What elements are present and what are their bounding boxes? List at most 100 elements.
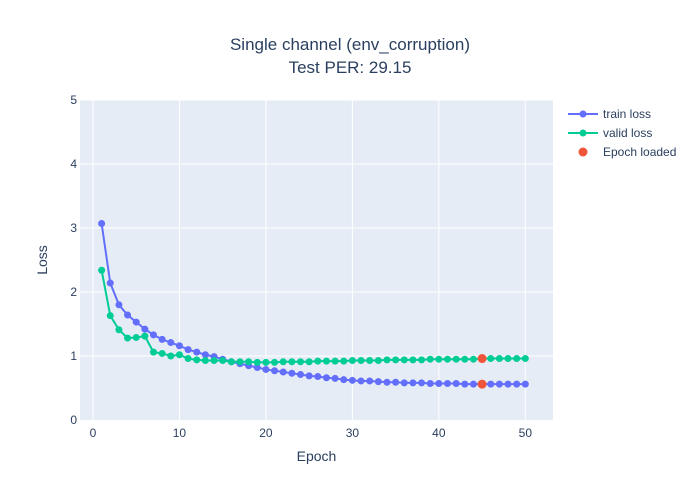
- data-point-train-loss: [495, 380, 503, 388]
- data-point-train-loss: [193, 348, 201, 356]
- data-point-valid-loss: [279, 358, 287, 366]
- data-point-valid-loss: [392, 356, 400, 364]
- data-point-valid-loss: [236, 358, 244, 366]
- data-point-valid-loss: [322, 357, 330, 365]
- data-point-train-loss: [297, 371, 305, 379]
- data-point-train-loss: [461, 380, 469, 388]
- data-point-train-loss: [279, 368, 287, 376]
- data-point-valid-loss: [331, 357, 339, 365]
- data-point-train-loss: [444, 380, 452, 388]
- data-point-valid-loss: [193, 356, 201, 364]
- series-epoch-loaded: [477, 354, 487, 389]
- data-point-train-loss: [374, 378, 382, 386]
- x-axis-label: Epoch: [297, 448, 337, 464]
- data-point-valid-loss: [227, 358, 235, 366]
- x-tick-label: 50: [519, 426, 533, 440]
- data-point-train-loss: [435, 380, 443, 388]
- data-point-train-loss: [400, 379, 408, 387]
- data-point-valid-loss: [219, 356, 227, 364]
- data-point-valid-loss: [158, 349, 166, 357]
- data-point-train-loss: [106, 279, 114, 287]
- x-tick-label: 10: [173, 426, 187, 440]
- legend-item-epoch-loaded[interactable]: Epoch loaded: [578, 145, 677, 159]
- legend-swatch-marker: [578, 147, 588, 157]
- data-point-train-loss: [348, 376, 356, 384]
- data-point-valid-loss: [253, 358, 261, 366]
- x-tick-label: 20: [259, 426, 273, 440]
- data-point-valid-loss: [348, 356, 356, 364]
- x-tick-labels: 0 10 20 30 40 50: [90, 426, 533, 440]
- data-point-valid-loss: [383, 356, 391, 364]
- data-point-train-loss: [98, 220, 106, 228]
- y-tick-label: 0: [70, 413, 77, 427]
- y-tick-label: 3: [70, 221, 77, 235]
- data-point-train-loss: [124, 311, 132, 319]
- data-point-valid-loss: [409, 356, 417, 364]
- data-point-valid-loss: [314, 357, 322, 365]
- series-layer: [98, 220, 529, 389]
- data-point-train-loss: [175, 342, 183, 350]
- data-point-valid-loss: [374, 356, 382, 364]
- y-tick-labels: 0 1 2 3 4 5: [70, 93, 77, 427]
- data-point-valid-loss: [513, 355, 521, 363]
- data-point-train-loss: [469, 380, 477, 388]
- data-point-valid-loss: [124, 334, 132, 342]
- legend-label-epoch-loaded: Epoch loaded: [603, 145, 676, 159]
- data-point-valid-loss: [262, 358, 270, 366]
- data-point-train-loss: [513, 380, 521, 388]
- y-axis-label: Loss: [34, 245, 50, 275]
- data-point-valid-loss: [201, 356, 209, 364]
- data-point-valid-loss: [400, 356, 408, 364]
- data-point-epoch-loaded: [477, 379, 487, 389]
- x-tick-label: 40: [432, 426, 446, 440]
- data-point-train-loss: [288, 369, 296, 377]
- data-point-train-loss: [521, 380, 529, 388]
- legend-swatch-marker: [579, 110, 587, 118]
- data-point-valid-loss: [297, 358, 305, 366]
- chart-subtitle: Test PER: 29.15: [289, 58, 412, 77]
- data-point-valid-loss: [357, 356, 365, 364]
- data-point-train-loss: [357, 377, 365, 385]
- data-point-valid-loss: [150, 348, 158, 356]
- data-point-train-loss: [253, 364, 261, 372]
- data-point-train-loss: [418, 379, 426, 387]
- data-point-train-loss: [322, 374, 330, 382]
- legend-item-valid-loss[interactable]: valid loss: [568, 126, 652, 140]
- plot-area: [80, 100, 553, 420]
- data-point-valid-loss: [469, 355, 477, 363]
- legend-label-valid-loss: valid loss: [603, 126, 652, 140]
- data-point-valid-loss: [115, 326, 123, 334]
- legend[interactable]: train loss valid loss Epoch loaded: [568, 107, 676, 159]
- data-point-train-loss: [392, 378, 400, 386]
- y-tick-label: 1: [70, 349, 77, 363]
- data-point-train-loss: [366, 377, 374, 385]
- data-point-train-loss: [141, 325, 149, 333]
- data-point-valid-loss: [444, 355, 452, 363]
- data-point-valid-loss: [418, 356, 426, 364]
- data-point-valid-loss: [504, 355, 512, 363]
- data-point-valid-loss: [495, 355, 503, 363]
- data-point-valid-loss: [271, 358, 279, 366]
- data-point-valid-loss: [132, 333, 140, 341]
- legend-item-train-loss[interactable]: train loss: [568, 107, 651, 121]
- data-point-valid-loss: [167, 352, 175, 360]
- data-point-train-loss: [452, 380, 460, 388]
- data-point-train-loss: [331, 374, 339, 382]
- chart-title: Single channel (env_corruption): [230, 35, 470, 54]
- data-point-train-loss: [487, 380, 495, 388]
- data-point-valid-loss: [106, 312, 114, 320]
- data-point-train-loss: [314, 372, 322, 380]
- data-point-valid-loss: [305, 358, 313, 366]
- data-point-train-loss: [340, 376, 348, 384]
- series-valid-loss: [98, 266, 529, 366]
- y-tick-label: 5: [70, 93, 77, 107]
- data-point-train-loss: [271, 367, 279, 375]
- data-point-valid-loss: [175, 351, 183, 359]
- y-tick-label: 4: [70, 157, 77, 171]
- data-point-train-loss: [504, 380, 512, 388]
- data-point-valid-loss: [210, 356, 218, 364]
- data-point-train-loss: [115, 301, 123, 309]
- data-point-train-loss: [132, 318, 140, 326]
- data-point-train-loss: [158, 335, 166, 343]
